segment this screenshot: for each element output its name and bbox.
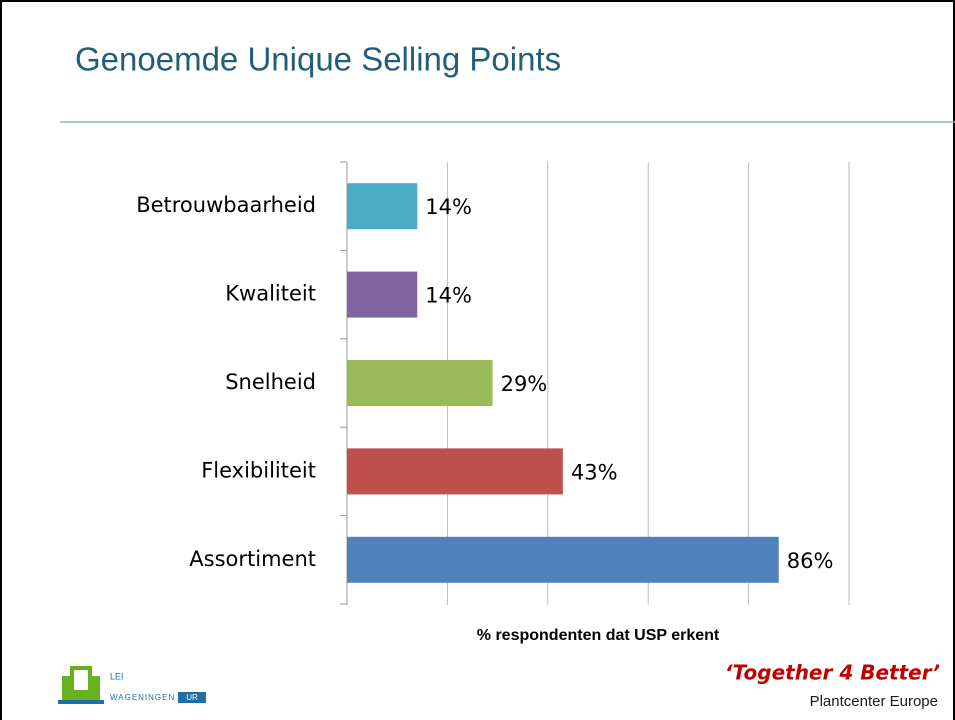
bar [347,360,493,406]
slogan: ‘Together 4 Better’ [725,661,940,685]
bar [347,448,563,495]
bar [347,271,418,318]
slide-title: Genoemde Unique Selling Points [75,41,561,78]
bar [347,183,418,230]
company: Plantcenter Europe [810,693,938,710]
logo-text: UR [186,693,198,702]
data-label: 14% [425,195,472,219]
y-tick-label: Flexibiliteit [201,458,316,482]
logo-shape [70,666,92,694]
logo-text: LEI [110,671,124,681]
x-axis-label: % respondenten dat USP erkent [477,627,720,644]
data-label: 86% [787,549,834,573]
y-tick-label: Betrouwbaarheid [136,193,316,217]
y-tick-label: Snelheid [225,370,316,394]
y-tick-label: Kwaliteit [225,282,316,306]
data-label: 29% [501,372,548,396]
data-label: 43% [571,460,618,484]
logo-badge [178,692,206,703]
logo: LEI WAGENINGEN UR [58,666,206,704]
logo-shape [58,700,104,704]
bar [347,536,779,583]
data-label: 14% [425,284,472,308]
logo-text: WAGENINGEN [110,693,175,702]
y-tick-label: Assortiment [189,547,316,571]
